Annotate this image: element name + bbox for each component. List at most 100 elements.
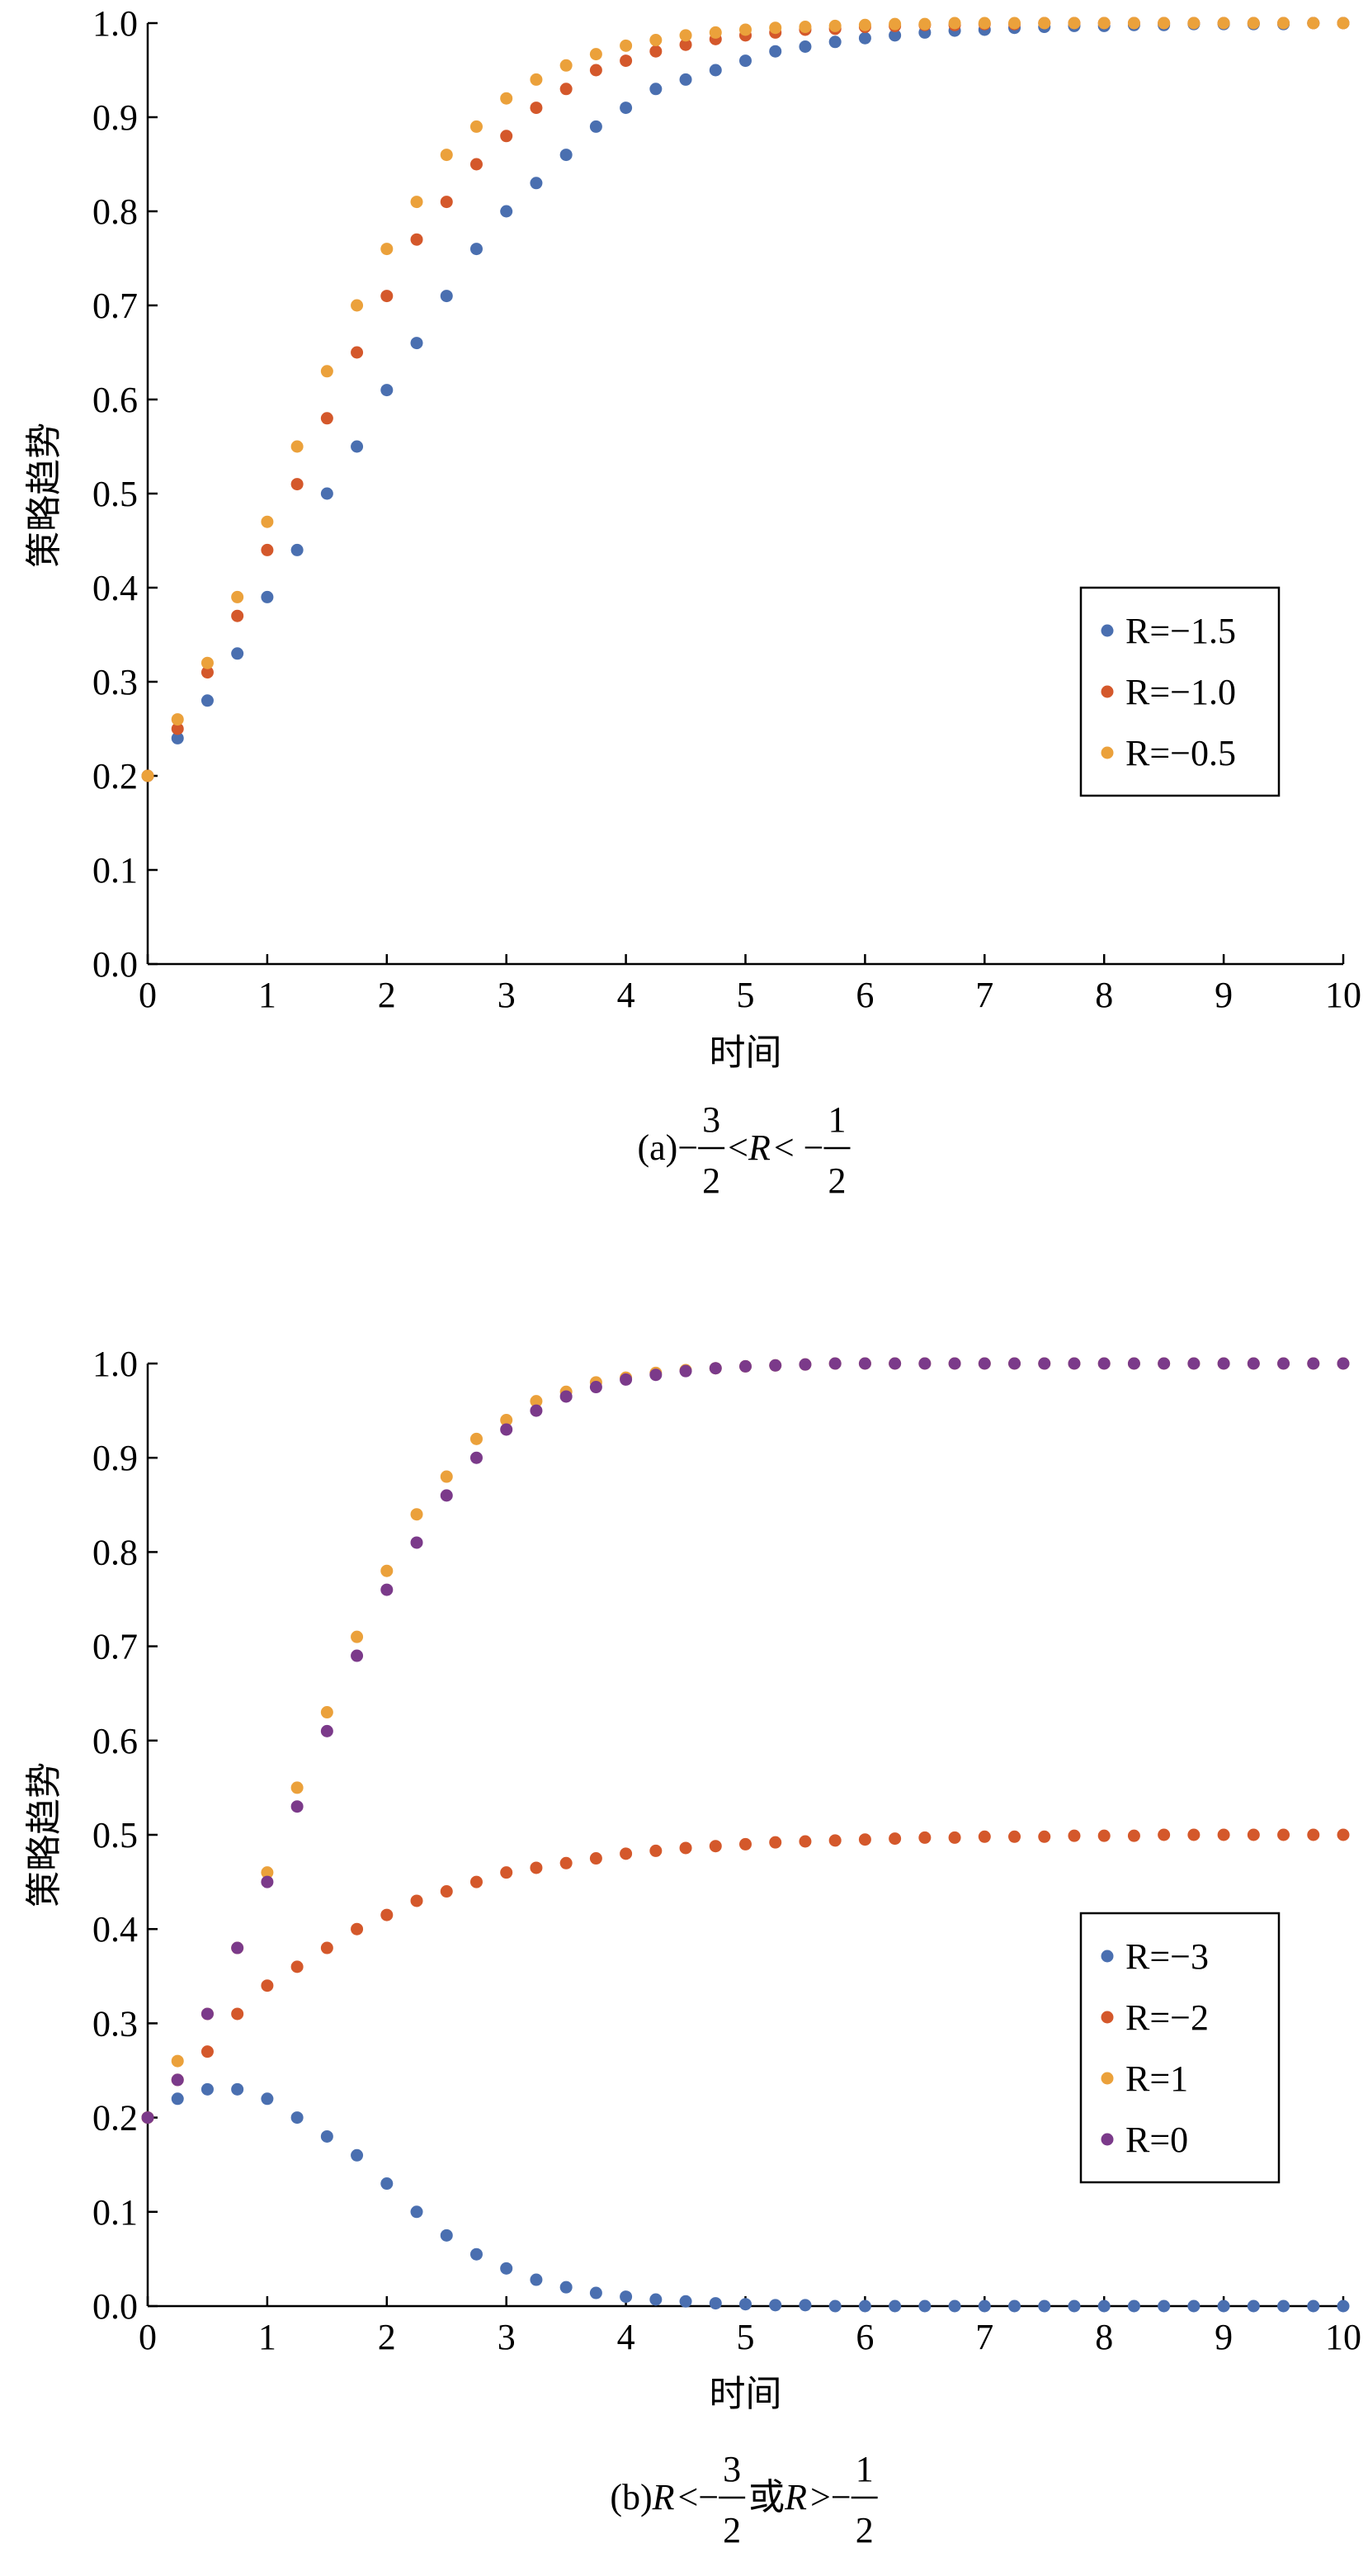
caption-text: (a)− xyxy=(637,1127,698,1168)
caption-text: (b) xyxy=(610,2477,652,2517)
point xyxy=(948,1831,961,1844)
point xyxy=(410,1894,423,1907)
caption-num: 1 xyxy=(856,2449,874,2489)
y-tick-label: 0.8 xyxy=(92,191,138,232)
x-tick-label: 6 xyxy=(856,975,874,1015)
point xyxy=(559,2281,573,2294)
point xyxy=(589,120,602,133)
point xyxy=(290,543,304,556)
point xyxy=(500,205,513,218)
legend-label: R=−3 xyxy=(1125,1936,1209,1977)
point xyxy=(978,1357,991,1370)
x-tick-label: 4 xyxy=(617,975,635,1015)
point xyxy=(1277,1828,1290,1841)
point xyxy=(1068,1829,1081,1842)
point xyxy=(469,2248,483,2261)
point xyxy=(559,1390,573,1403)
y-tick-label: 0.9 xyxy=(92,97,138,138)
x-tick-label: 0 xyxy=(139,2317,157,2357)
point xyxy=(679,1841,692,1855)
legend-marker xyxy=(1101,746,1114,759)
point xyxy=(1217,1828,1230,1841)
point xyxy=(1187,1357,1201,1370)
point xyxy=(1277,1357,1290,1370)
point xyxy=(1008,1830,1021,1843)
point xyxy=(948,17,961,30)
point xyxy=(290,1781,304,1794)
point xyxy=(469,1875,483,1888)
x-tick-label: 6 xyxy=(856,2317,874,2357)
point xyxy=(739,1359,752,1373)
point xyxy=(1127,2299,1140,2313)
point xyxy=(1187,2299,1201,2313)
y-tick-label: 1.0 xyxy=(92,3,138,44)
y-tick-label: 0.8 xyxy=(92,1532,138,1572)
y-tick-label: 0.4 xyxy=(92,568,138,608)
caption-text: < − xyxy=(774,1127,824,1168)
y-tick-label: 0.0 xyxy=(92,944,138,985)
point xyxy=(1337,2299,1350,2313)
point xyxy=(679,1364,692,1378)
point xyxy=(828,19,842,32)
point xyxy=(978,17,991,30)
point xyxy=(290,1960,304,1973)
x-tick-label: 0 xyxy=(139,975,157,1015)
point xyxy=(649,83,663,96)
point xyxy=(858,18,871,31)
point xyxy=(1307,1828,1320,1841)
point xyxy=(380,1908,394,1921)
point xyxy=(1127,1357,1140,1370)
y-tick-label: 0.7 xyxy=(92,286,138,326)
point xyxy=(739,54,752,68)
point xyxy=(828,1357,842,1370)
point xyxy=(410,1536,423,1549)
legend-label: R=−1.5 xyxy=(1125,611,1236,651)
legend-label: R=1 xyxy=(1125,2058,1188,2099)
point xyxy=(1337,1828,1350,1841)
caption-num: 3 xyxy=(702,1099,720,1140)
point xyxy=(440,1470,453,1483)
point xyxy=(469,120,483,133)
point xyxy=(589,2286,602,2299)
point xyxy=(410,1508,423,1521)
y-tick-label: 1.0 xyxy=(92,1344,138,1384)
legend-marker xyxy=(1101,2011,1114,2024)
point xyxy=(261,590,274,603)
point xyxy=(799,1358,812,1371)
legend-box xyxy=(1079,586,1281,797)
point xyxy=(679,38,692,51)
point xyxy=(858,31,871,45)
x-tick-label: 9 xyxy=(1215,975,1233,1015)
point xyxy=(769,45,782,58)
point xyxy=(889,1832,902,1846)
point xyxy=(1008,1357,1021,1370)
y-tick-label: 0.0 xyxy=(92,2286,138,2327)
point xyxy=(261,543,274,556)
legend-label: R=−1.0 xyxy=(1125,672,1236,712)
point xyxy=(589,64,602,77)
legend-marker xyxy=(1101,624,1114,637)
point xyxy=(1127,1829,1140,1842)
point xyxy=(918,2299,932,2313)
point xyxy=(469,243,483,256)
point xyxy=(1068,2299,1081,2313)
point xyxy=(261,1866,274,1879)
point xyxy=(171,722,184,735)
point xyxy=(799,2299,812,2312)
x-tick-label: 10 xyxy=(1325,2317,1361,2357)
point xyxy=(530,177,543,190)
point xyxy=(679,73,692,86)
caption-text: R xyxy=(784,2477,807,2517)
point xyxy=(320,1941,333,1954)
y-tick-label: 0.1 xyxy=(92,850,138,891)
point xyxy=(261,1875,274,1888)
point xyxy=(351,2148,364,2162)
legend-box xyxy=(1079,1912,1281,2184)
y-tick-label: 0.6 xyxy=(92,380,138,420)
point xyxy=(1097,1357,1111,1370)
point xyxy=(440,1885,453,1898)
point xyxy=(1038,1357,1051,1370)
point xyxy=(1068,1357,1081,1370)
x-tick-label: 3 xyxy=(498,2317,516,2357)
